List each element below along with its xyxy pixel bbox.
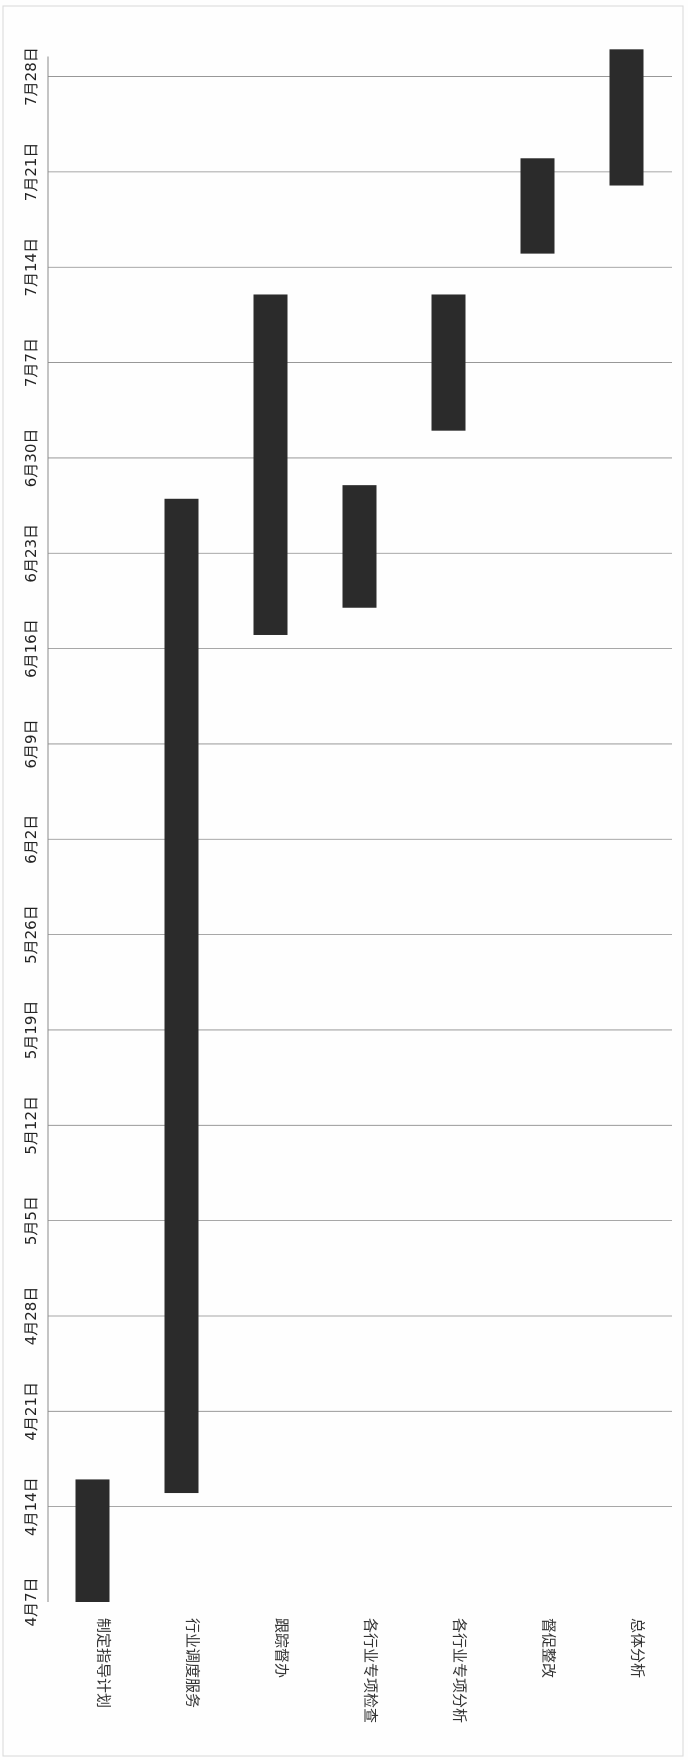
task-label: 行业调度服务 xyxy=(184,1618,202,1708)
date-tick-label: 4月7日 xyxy=(22,1577,40,1626)
date-tick-label: 4月14日 xyxy=(22,1477,40,1536)
task-label: 督促整改 xyxy=(540,1618,558,1678)
date-tick-label: 7月14日 xyxy=(22,238,40,297)
date-tick-label: 5月12日 xyxy=(22,1096,40,1155)
date-tick-label: 6月23日 xyxy=(22,524,40,583)
task-label: 各行业专项分析 xyxy=(451,1618,469,1723)
chart-frame xyxy=(2,5,684,1757)
task-labels: 制定指导计划 行业调度服务 跟踪督办 各行业专项检查 各行业专项分析 督促整改 总体分析 xyxy=(95,1618,647,1723)
task-label: 总体分析 xyxy=(629,1618,647,1678)
task-bars xyxy=(75,49,644,1602)
task-label: 制定指导计划 xyxy=(95,1618,113,1708)
task-bar xyxy=(75,1479,110,1602)
date-tick-label: 6月16日 xyxy=(22,619,40,678)
date-tick-label: 7月28日 xyxy=(22,47,40,106)
date-tick-label: 4月21日 xyxy=(22,1382,40,1441)
date-tick-label: 4月28日 xyxy=(22,1287,40,1346)
date-tick-label: 7月21日 xyxy=(22,143,40,202)
task-bar xyxy=(253,294,288,635)
date-tick-label: 7月7日 xyxy=(22,338,40,387)
date-tick-label: 6月2日 xyxy=(22,815,40,864)
date-tick-label: 6月30日 xyxy=(22,429,40,488)
task-bar xyxy=(520,158,555,254)
task-bar xyxy=(609,49,644,186)
task-label: 跟踪督办 xyxy=(273,1618,291,1678)
task-bar xyxy=(342,485,377,608)
date-tick-labels: 4月7日 4月14日 4月21日 4月28日 5月5日 5月12日 5月19日 5月26日 6月… xyxy=(22,47,40,1626)
task-bar xyxy=(431,294,466,431)
date-tick-label: 5月19日 xyxy=(22,1001,40,1060)
date-tick-label: 6月9日 xyxy=(22,719,40,768)
date-tick-label: 5月26日 xyxy=(22,905,40,964)
task-bar xyxy=(164,498,199,1494)
gridlines xyxy=(47,56,672,1602)
date-tick-label: 5月5日 xyxy=(22,1196,40,1245)
task-label: 各行业专项检查 xyxy=(362,1618,380,1723)
